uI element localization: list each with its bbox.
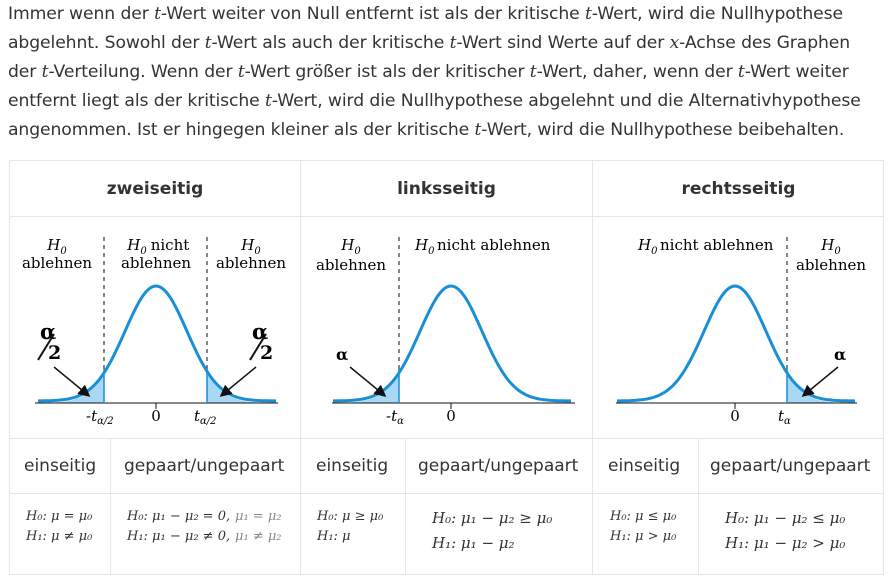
tick-t: tα xyxy=(778,407,791,427)
ablehnen-label: ablehnen xyxy=(796,256,866,274)
intro-line-5: angenommen. Ist er hingegen kleiner als … xyxy=(8,120,845,140)
h0-label: H0 xyxy=(126,236,147,257)
subheader-gepaart: gepaart/ungepaart xyxy=(124,455,285,476)
subheader-gepaart: gepaart/ungepaart xyxy=(710,455,871,476)
ablehnen-label: ablehnen xyxy=(216,254,286,272)
fraction-slash xyxy=(249,333,267,361)
ablehnen-label: ablehnen xyxy=(121,254,191,272)
subheader-einseitig: einseitig xyxy=(316,455,389,476)
fraction-slash xyxy=(37,333,55,361)
column-divider xyxy=(592,161,593,574)
ablehnen-label: ablehnen xyxy=(316,256,386,274)
distribution-graphs: H0 ablehnen H0 nicht ablehnen H0 ablehne… xyxy=(22,236,866,427)
cell-divider xyxy=(405,438,406,574)
row-divider xyxy=(10,493,883,494)
subheader-einseitig: einseitig xyxy=(608,455,681,476)
tick-neg-t: -tα xyxy=(386,407,404,427)
h0-label: H0 xyxy=(340,236,361,257)
density-curve xyxy=(333,284,571,403)
row-divider xyxy=(10,438,883,439)
ablehnen-label: ablehnen xyxy=(22,254,92,272)
subheader-gepaart: gepaart/ungepaart xyxy=(418,455,579,476)
intro-line-2: abgelehnt. Sowohl der t-Wert als auch de… xyxy=(8,33,851,53)
density-curve xyxy=(617,284,855,403)
hypothesis-table: zweiseitig linksseitig rechtsseitig H0 a… xyxy=(9,160,884,575)
alpha-half-den: 2 xyxy=(48,342,61,364)
h0-label: H0 xyxy=(637,236,658,257)
nicht-ablehnen-label: nicht ablehnen xyxy=(437,236,551,254)
cell-divider xyxy=(110,438,111,574)
nicht-label: nicht xyxy=(151,236,190,254)
tick-t: tα/2 xyxy=(194,407,217,427)
arrow-right xyxy=(801,366,839,397)
alpha-half-den: 2 xyxy=(260,342,273,364)
cell-divider xyxy=(698,438,699,574)
graph-left-sided: H0 ablehnen H0 nicht ablehnen α -tα 0 xyxy=(316,236,575,427)
arrow-left xyxy=(53,366,91,397)
graph-two-sided: H0 ablehnen H0 nicht ablehnen H0 ablehne… xyxy=(22,236,286,427)
graph-right-sided: H0 nicht ablehnen H0 ablehnen α 0 tα xyxy=(616,236,866,427)
column-divider xyxy=(300,161,301,574)
tick-label-zero: 0 xyxy=(151,407,161,425)
row-divider xyxy=(10,216,883,217)
header-two-sided: zweiseitig xyxy=(106,178,204,199)
h0-label: H0 xyxy=(240,236,261,257)
intro-line-4: entfernt liegt als der kritische t-Wert,… xyxy=(8,91,861,111)
tick-neg-t: -tα/2 xyxy=(86,407,114,427)
alpha-half-num: α xyxy=(252,319,268,344)
h0-label: H0 xyxy=(820,236,841,257)
arrow-right xyxy=(219,366,257,397)
nicht-ablehnen-label: nicht ablehnen xyxy=(660,236,774,254)
intro-paragraph: Immer wenn der t-Wert weiter von Null en… xyxy=(8,0,888,145)
intro-line-3: der t-Verteilung. Wenn der t-Wert größer… xyxy=(8,62,849,82)
subheader-einseitig: einseitig xyxy=(24,455,97,476)
tick-label-zero: 0 xyxy=(730,407,740,425)
arrow-left xyxy=(349,366,387,397)
tick-label-zero: 0 xyxy=(446,407,456,425)
header-right-sided: rechtsseitig xyxy=(681,178,796,199)
h0-label: H0 xyxy=(414,236,435,257)
alpha-label: α xyxy=(834,345,846,364)
alpha-label: α xyxy=(336,345,348,364)
intro-line-1: Immer wenn der t-Wert weiter von Null en… xyxy=(8,4,843,24)
header-left-sided: linksseitig xyxy=(397,178,496,199)
alpha-half-num: α xyxy=(40,319,56,344)
h0-label: H0 xyxy=(46,236,67,257)
